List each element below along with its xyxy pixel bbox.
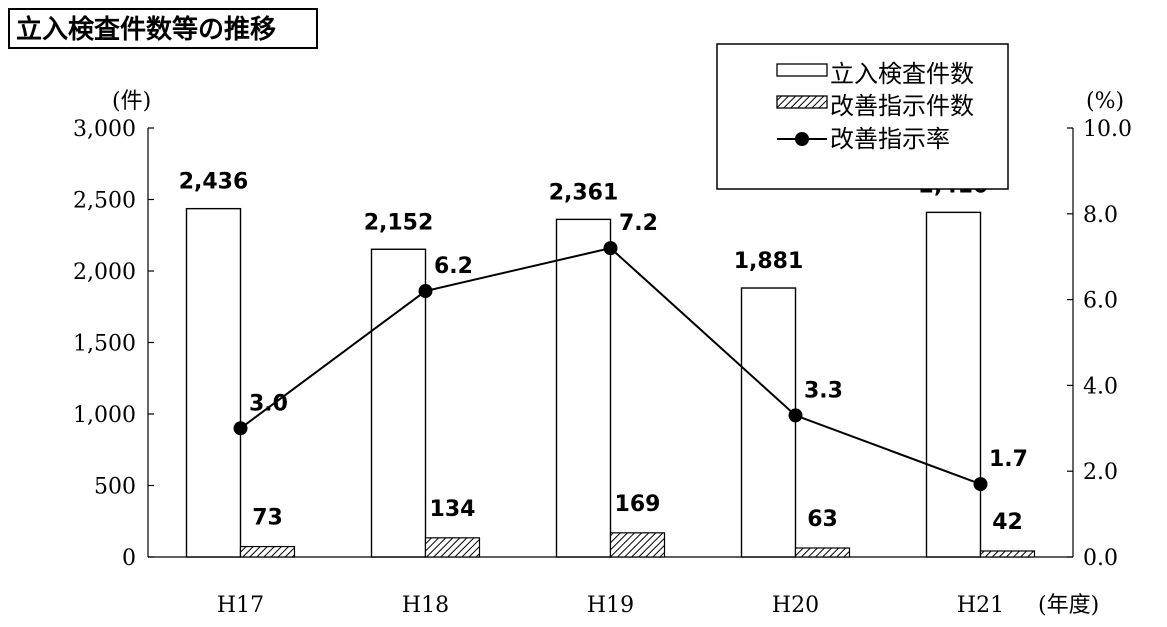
bar-instructions (979, 550, 1036, 558)
data-label-instructions: 73 (252, 506, 283, 531)
bar-inspections (925, 211, 982, 558)
bar-instructions (239, 545, 296, 558)
legend-swatch-instructions (776, 95, 828, 109)
bar-inspections (555, 218, 612, 558)
line-rate-point (603, 241, 618, 256)
data-label-instructions: 134 (430, 497, 476, 522)
y-right-tick-label: 0.0 (1083, 546, 1118, 571)
legend-swatch-inspections (776, 63, 828, 77)
data-label-rate: 3.0 (249, 391, 288, 416)
legend: 立入検査件数 改善指示件数 改善指示率 (716, 43, 1009, 190)
legend-label-rate: 改善指示率 (830, 125, 950, 153)
legend-label-inspections: 立入検査件数 (830, 60, 974, 88)
chart-title-box: 立入検査件数等の推移 (8, 8, 318, 49)
y-axis-right-ticks: 0.0 2.0 4.0 6.0 8.0 10.0 (1067, 117, 1132, 571)
bar-inspections (185, 207, 242, 558)
x-tick-label: H21 (957, 593, 1004, 618)
y-right-tick-label: 10.0 (1083, 117, 1132, 142)
data-label-rate: 1.7 (989, 447, 1028, 472)
x-tick-label: H19 (587, 593, 634, 618)
y-right-tick-label: 4.0 (1083, 374, 1118, 399)
x-axis-ticks: H17 H18 H19 H20 H21 (217, 593, 1004, 618)
data-label-inspections: 2,436 (179, 170, 249, 195)
x-tick-label: H17 (217, 593, 264, 618)
x-axis-label: (年度) (1038, 593, 1099, 618)
data-label-rate: 7.2 (619, 211, 658, 236)
data-label-inspections: 2,361 (549, 180, 619, 205)
legend-swatch-rate-marker (795, 132, 809, 146)
y-left-tick-label: 1,000 (73, 403, 136, 428)
line-rate-point (418, 284, 433, 299)
x-tick-label: H20 (772, 593, 819, 618)
line-rate-point (973, 477, 988, 492)
x-tick-label: H18 (402, 593, 449, 618)
y-right-tick-label: 2.0 (1083, 460, 1118, 485)
y-left-tick-label: 3,000 (73, 117, 136, 142)
data-labels-group: 2,436732,1521342,3611691,881632,410423.0… (179, 170, 1028, 535)
y-axis-right-label: (%) (1086, 89, 1124, 114)
y-left-tick-label: 1,500 (73, 332, 136, 357)
data-label-instructions: 63 (807, 507, 838, 532)
y-left-tick-label: 2,500 (73, 189, 136, 214)
y-left-tick-label: 500 (94, 475, 136, 500)
data-label-instructions: 169 (615, 492, 661, 517)
bar-inspections (740, 287, 797, 558)
y-axis-left-label: (件) (112, 89, 151, 114)
data-label-rate: 6.2 (434, 254, 473, 279)
chart-title: 立入検査件数等の推移 (16, 14, 276, 45)
bar-inspections (370, 248, 427, 558)
bar-instructions (609, 532, 666, 558)
line-rate-point (233, 421, 248, 436)
y-right-tick-label: 6.0 (1083, 289, 1118, 314)
line-rate-point (788, 408, 803, 423)
data-label-inspections: 1,881 (734, 249, 804, 274)
line-series-group (233, 241, 988, 492)
y-axis-left-ticks: 0 500 1,000 1,500 2,000 2,500 3,000 (73, 117, 154, 571)
y-left-tick-label: 2,000 (73, 260, 136, 285)
y-left-tick-label: 0 (122, 546, 136, 571)
bar-instructions (794, 547, 851, 558)
data-label-rate: 3.3 (804, 378, 843, 403)
bars-group (185, 207, 1036, 558)
bar-instructions (424, 537, 481, 558)
legend-label-instructions: 改善指示件数 (830, 92, 974, 120)
data-label-inspections: 2,152 (364, 210, 434, 235)
legend-box (716, 43, 1009, 190)
y-right-tick-label: 8.0 (1083, 203, 1118, 228)
data-label-instructions: 42 (992, 510, 1023, 535)
